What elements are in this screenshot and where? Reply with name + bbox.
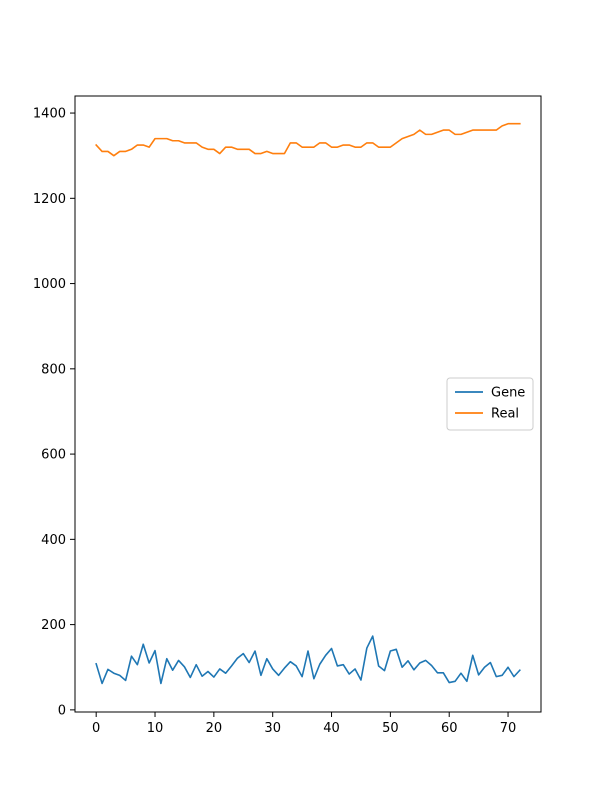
legend-label-real: Real (491, 407, 519, 422)
y-tick-label: 800 (41, 362, 66, 377)
series-line-real (95, 122, 521, 157)
plot-area (74, 95, 542, 713)
y-tick-label: 1000 (33, 277, 66, 292)
series-layer (95, 122, 521, 685)
y-axis: 0 200 400 600 800 1000 1200 1400 (33, 107, 75, 718)
legend: Gene Real (446, 377, 534, 431)
x-tick-label: 40 (323, 721, 340, 736)
x-tick-label: 10 (147, 721, 164, 736)
x-tick-label: 20 (206, 721, 223, 736)
y-tick-label: 1400 (33, 107, 66, 122)
series-line-gene (95, 635, 521, 685)
y-tick-label: 1200 (33, 192, 66, 207)
x-tick-label: 50 (382, 721, 399, 736)
y-tick-label: 400 (41, 533, 66, 548)
legend-label-gene: Gene (491, 386, 525, 401)
y-tick-label: 200 (41, 618, 66, 633)
y-tick-label: 0 (58, 703, 66, 718)
legend-box (446, 377, 534, 431)
x-axis: 0 10 20 30 40 50 60 70 (92, 712, 516, 736)
y-tick-label: 600 (41, 448, 66, 463)
x-tick-label: 0 (92, 721, 100, 736)
x-tick-label: 60 (441, 721, 458, 736)
x-tick-label: 70 (500, 721, 517, 736)
x-tick-label: 30 (264, 721, 281, 736)
plot-frame (74, 95, 542, 713)
